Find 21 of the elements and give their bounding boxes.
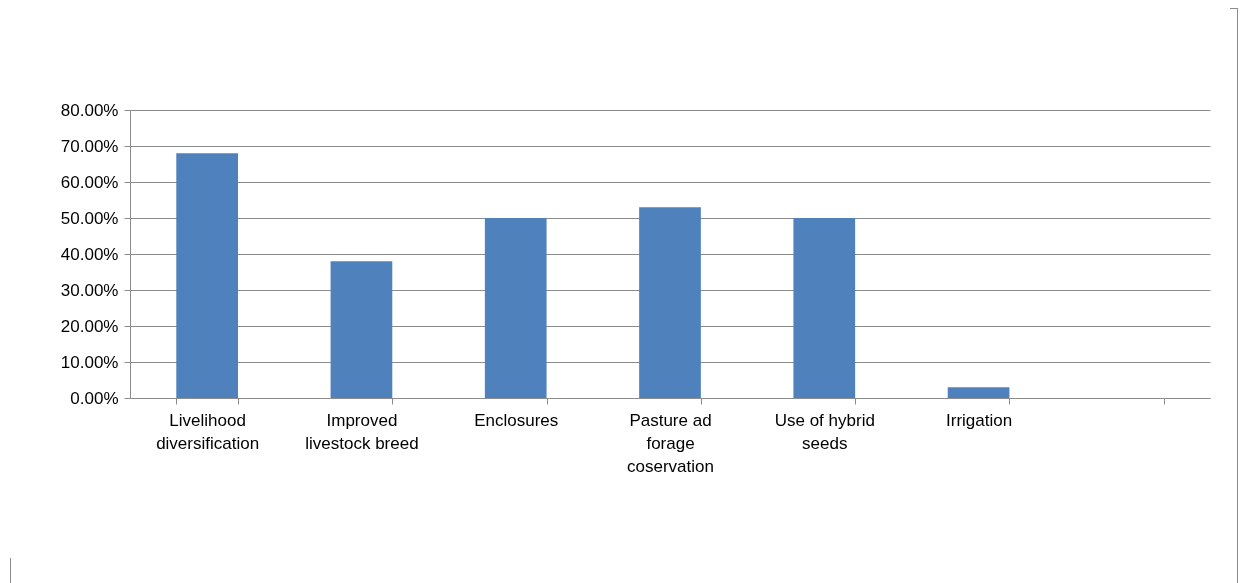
bar — [793, 218, 856, 398]
bar — [639, 207, 701, 398]
x-tick-label: Use of hybrid seeds — [774, 410, 875, 453]
y-tick-label: 10.00% — [60, 352, 119, 372]
y-tick-label: 80.00% — [60, 100, 119, 120]
x-tick-label: Livelihood diversification — [156, 410, 260, 453]
y-tick-label: 30.00% — [60, 280, 119, 300]
x-tick-label: Improved livestock breed — [305, 410, 419, 453]
bar — [330, 261, 393, 398]
x-tick-label: Enclosures — [474, 410, 559, 430]
y-tick-label: 50.00% — [60, 208, 119, 228]
y-tick-label: 70.00% — [60, 136, 119, 156]
y-tick-label: 40.00% — [60, 244, 119, 264]
x-tick-label: Irrigation — [946, 410, 1013, 430]
bar — [176, 153, 238, 398]
x-tick-label: Pasture ad forage coservation — [627, 410, 714, 476]
y-tick-label: 20.00% — [60, 316, 119, 336]
bar — [484, 218, 547, 398]
y-tick-label: 60.00% — [60, 172, 119, 192]
bar — [947, 387, 1010, 398]
y-tick-label: 0.00% — [70, 388, 119, 408]
